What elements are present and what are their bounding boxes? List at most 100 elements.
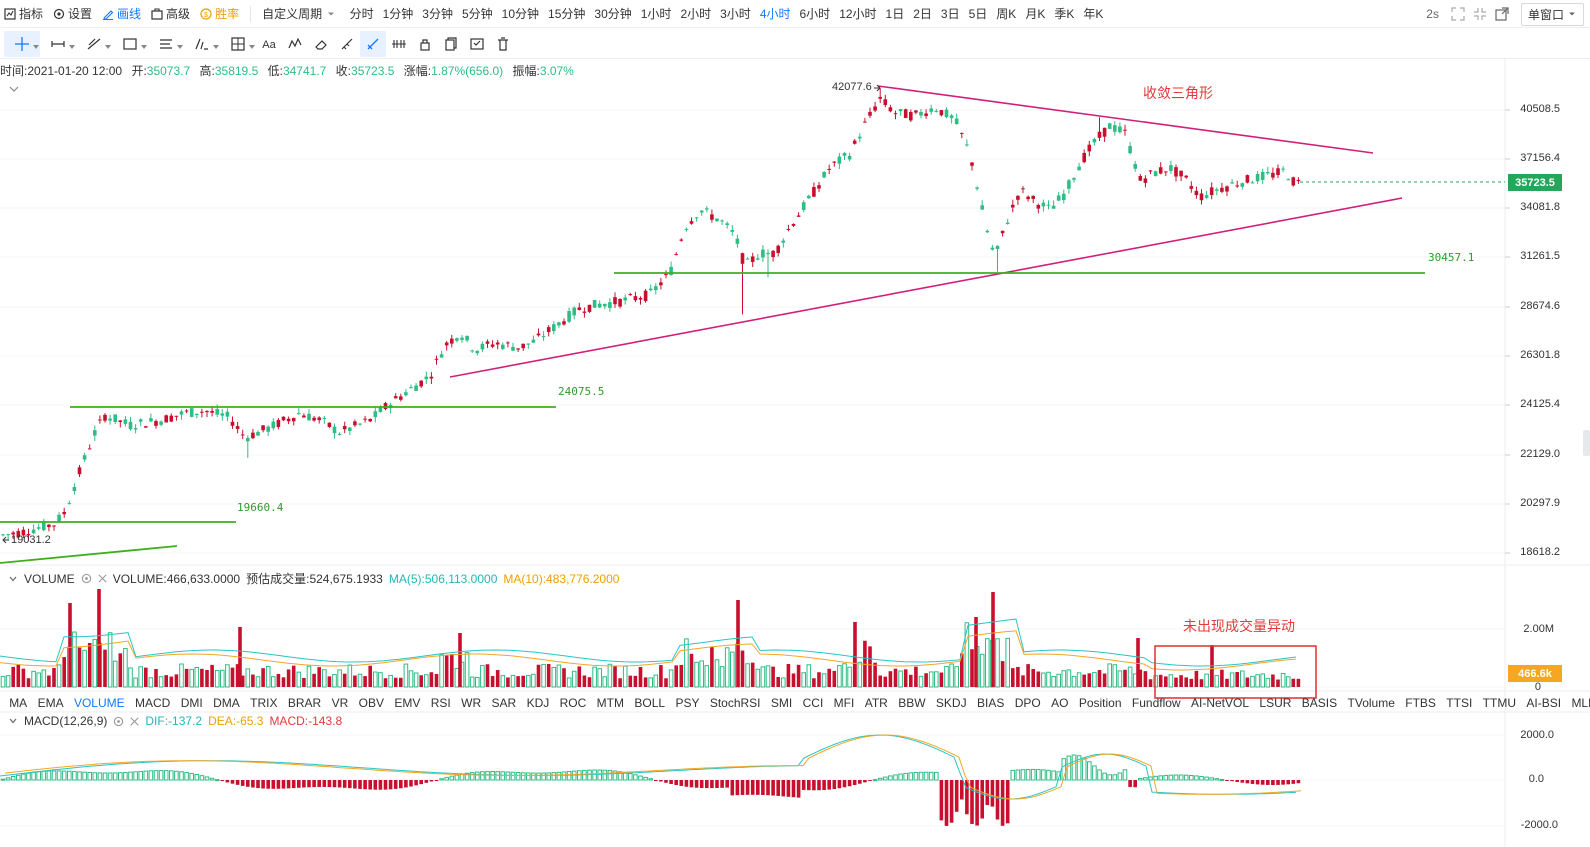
draw-tool-visibility[interactable] (412, 31, 438, 57)
indicator-tab-ema[interactable]: EMA (37, 695, 64, 710)
indicator-tab-tvolume[interactable]: TVolume (1347, 695, 1395, 710)
period-2[interactable]: 3分钟 (422, 7, 453, 21)
indicator-tab-kdj[interactable]: KDJ (526, 695, 550, 710)
period-17[interactable]: 周K (996, 7, 1017, 21)
period-6[interactable]: 30分钟 (594, 7, 632, 21)
draw-tool-measure[interactable] (220, 31, 256, 57)
indicator-tab-brar[interactable]: BRAR (287, 695, 322, 710)
indicator-tab-mlr[interactable]: MLR (1571, 695, 1590, 710)
settings-icon[interactable] (113, 716, 124, 727)
draw-tool-rectangle[interactable] (112, 31, 148, 57)
indicator-button[interactable]: 指标 (0, 0, 48, 28)
indicator-tab-emv[interactable]: EMV (394, 695, 421, 710)
indicator-tab-lsur[interactable]: LSUR (1259, 695, 1292, 710)
draw-tool-pattern[interactable] (282, 31, 308, 57)
indicator-tab-ao[interactable]: AO (1051, 695, 1069, 710)
close-icon[interactable] (129, 716, 140, 727)
collapse-chevron-icon[interactable] (8, 84, 20, 94)
indicator-tab-basis[interactable]: BASIS (1301, 695, 1338, 710)
popout-icon[interactable] (1495, 7, 1509, 21)
indicator-tab-wr[interactable]: WR (461, 695, 482, 710)
indicator-tab-fundflow[interactable]: Fundflow (1131, 695, 1181, 710)
panel-resize-handle[interactable] (1583, 430, 1590, 456)
draw-tool-delete[interactable] (490, 31, 516, 57)
indicator-tab-stochrsi[interactable]: StochRSI (709, 695, 761, 710)
period-16[interactable]: 5日 (968, 7, 988, 21)
chevron-down-icon[interactable] (8, 716, 18, 726)
draw-tool-ruler[interactable] (334, 31, 360, 57)
indicator-tab-bias[interactable]: BIAS (976, 695, 1005, 710)
period-5[interactable]: 15分钟 (548, 7, 586, 21)
indicator-tab-roc[interactable]: ROC (559, 695, 587, 710)
draw-tool-horizontal-segment[interactable] (40, 31, 76, 57)
period-7[interactable]: 1小时 (640, 7, 672, 21)
indicator-tab-position[interactable]: Position (1078, 695, 1122, 710)
chevron-down-icon[interactable] (8, 574, 18, 584)
period-15[interactable]: 3日 (940, 7, 960, 21)
window-mode-dropdown[interactable]: 单窗口 (1520, 2, 1584, 26)
draw-tool-copy[interactable] (438, 31, 464, 57)
settings-icon[interactable] (81, 573, 92, 584)
indicator-tab-sar[interactable]: SAR (491, 695, 517, 710)
period-20[interactable]: 年K (1083, 7, 1104, 21)
indicator-tab-obv[interactable]: OBV (358, 695, 384, 710)
period-4[interactable]: 10分钟 (501, 7, 540, 21)
indicator-tab-skdj[interactable]: SKDJ (935, 695, 967, 710)
exit-fullscreen-icon[interactable] (1473, 7, 1487, 21)
fullscreen-icon[interactable] (1451, 7, 1465, 21)
candle-body (939, 110, 944, 116)
period-9[interactable]: 3小时 (720, 7, 751, 21)
draw-tool-layers[interactable] (464, 31, 490, 57)
custom-period-dropdown[interactable]: 自定义周期 (257, 0, 341, 28)
indicator-tab-ai-bsi[interactable]: AI-BSI (1526, 695, 1562, 710)
indicator-tab-ma[interactable]: MA (9, 695, 28, 710)
indicator-tab-macd[interactable]: MACD (135, 695, 171, 710)
indicator-tab-vr[interactable]: VR (331, 695, 349, 710)
indicator-tab-dma[interactable]: DMA (213, 695, 240, 710)
refresh-interval[interactable]: 2s (1426, 7, 1439, 21)
draw-tool-lock-draw[interactable] (386, 31, 412, 57)
draw-tool-eraser[interactable] (308, 31, 334, 57)
period-3[interactable]: 5分钟 (461, 7, 493, 21)
period-8[interactable]: 2小时 (680, 7, 712, 21)
close-icon[interactable] (97, 573, 108, 584)
draw-tool-trend-line[interactable] (76, 31, 112, 57)
advanced-button[interactable]: 高级 (146, 0, 195, 28)
draw-tool-parallel-lines[interactable] (148, 31, 184, 57)
period-0[interactable]: 分时 (349, 7, 374, 21)
win-rate-button[interactable]: $ 胜率 (195, 0, 244, 28)
indicator-tab-volume[interactable]: VOLUME (73, 695, 125, 710)
indicator-tab-ai-netvol[interactable]: AI-NetVOL (1190, 695, 1250, 710)
indicator-tab-ttsi[interactable]: TTSI (1446, 695, 1473, 710)
macd-histogram-bar (1178, 774, 1184, 781)
period-1[interactable]: 1分钟 (382, 7, 414, 21)
indicator-tab-rsi[interactable]: RSI (430, 695, 451, 710)
period-10[interactable]: 4小时 (759, 7, 791, 21)
period-13[interactable]: 1日 (885, 7, 905, 21)
draw-tool-magnet-draw[interactable] (360, 30, 386, 57)
draw-tool-text[interactable]: Aa (256, 31, 282, 57)
settings-button[interactable]: 设置 (48, 0, 97, 28)
draw-tool-crosshair[interactable] (4, 30, 40, 57)
indicator-tab-mfi[interactable]: MFI (833, 695, 855, 710)
period-19[interactable]: 季K (1054, 7, 1075, 21)
indicator-tab-smi[interactable]: SMI (770, 695, 793, 710)
indicator-tab-ttmu[interactable]: TTMU (1482, 695, 1516, 710)
period-11[interactable]: 6小时 (799, 7, 831, 21)
indicator-tab-trix[interactable]: TRIX (250, 695, 278, 710)
period-18[interactable]: 月K (1025, 7, 1046, 21)
indicator-tab-mtm[interactable]: MTM (596, 695, 624, 710)
indicator-tab-ftbs[interactable]: FTBS (1405, 695, 1436, 710)
indicator-tab-atr[interactable]: ATR (864, 695, 888, 710)
draw-line-button[interactable]: 画线 (97, 0, 146, 28)
indicator-tab-cci[interactable]: CCI (802, 695, 824, 710)
indicator-tab-bbw[interactable]: BBW (898, 695, 926, 710)
indicator-tab-dpo[interactable]: DPO (1014, 695, 1041, 710)
indicator-tab-dmi[interactable]: DMI (180, 695, 203, 710)
period-14[interactable]: 2日 (913, 7, 932, 21)
draw-tool-fibonacci[interactable] (184, 31, 220, 57)
indicator-tab-boll[interactable]: BOLL (634, 695, 666, 710)
indicator-tab-psy[interactable]: PSY (675, 695, 700, 710)
period-12[interactable]: 12小时 (839, 7, 877, 21)
